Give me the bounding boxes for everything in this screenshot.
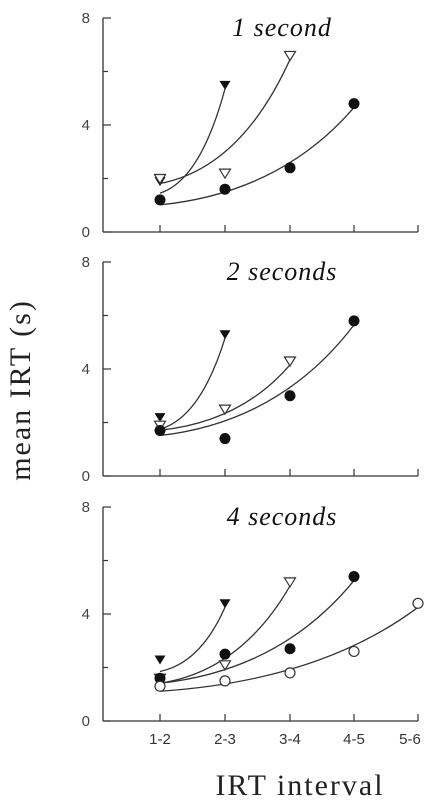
panel-3-point-open-circle xyxy=(219,675,231,687)
panel-1-point-filled-circle xyxy=(284,162,296,174)
panel-2-fit-curve-1 xyxy=(159,338,226,430)
panel-1-point-open-triangle xyxy=(153,173,167,185)
panel-1-title: 1 second xyxy=(232,13,332,42)
panel-1-point-filled-triangle xyxy=(219,80,231,90)
panel-3-point-open-circle xyxy=(348,645,360,658)
panel-2-point-filled-circle xyxy=(284,390,296,402)
panel-2-point-filled-circle xyxy=(219,433,231,445)
panel-2-point-open-triangle xyxy=(218,404,232,416)
panel-2-point-filled-triangle xyxy=(219,330,231,340)
panel-1-fit-curve-2 xyxy=(159,59,291,185)
panel-3-fit-curve-1 xyxy=(159,607,226,673)
panel-2-point-open-triangle xyxy=(283,356,297,368)
panel-3-y-tick-label: 4 xyxy=(82,606,90,623)
panel-2-point-filled-circle xyxy=(348,315,360,327)
panel-2-fit-curve-3 xyxy=(159,324,355,437)
panel-2-y-tick-label: 4 xyxy=(82,361,90,378)
x-tick-label: 5-6 xyxy=(399,731,421,748)
panel-1-y-tick-label: 8 xyxy=(82,10,90,27)
panel-1-point-filled-circle xyxy=(154,194,166,206)
panel-3-point-filled-triangle xyxy=(154,655,166,665)
panel-2-point-filled-triangle xyxy=(154,413,166,423)
panel-3-point-filled-circle xyxy=(154,672,166,684)
panel-3-point-open-circle xyxy=(284,667,296,679)
panel-1-fit-curve-3 xyxy=(159,107,355,206)
panel-2-fit-curve-2 xyxy=(159,364,291,431)
panel-1-y-tick-label: 4 xyxy=(82,117,90,134)
x-tick-label: 4-5 xyxy=(343,731,365,748)
panel-1-point-filled-circle xyxy=(219,183,231,195)
panel-3-point-filled-circle xyxy=(348,571,360,583)
x-axis-title: IRT interval xyxy=(215,769,384,802)
panel-3-y-tick-label: 8 xyxy=(82,499,90,516)
panel-3-title: 4 seconds xyxy=(227,502,338,531)
panel-3-point-open-circle xyxy=(412,597,424,609)
panel-1-y-tick-label: 0 xyxy=(82,224,90,241)
x-tick-label: 1-2 xyxy=(149,731,171,748)
panel-2-y-tick-label: 8 xyxy=(82,254,90,271)
panel-3-point-open-triangle xyxy=(283,577,297,589)
panel-3-fit-curve-4 xyxy=(159,606,419,692)
panel-2-point-filled-circle xyxy=(154,425,166,437)
panel-3-fit-curve-3 xyxy=(159,580,355,684)
panel-1-point-filled-circle xyxy=(348,98,360,110)
x-tick-label: 2-3 xyxy=(214,731,236,748)
panel-1-point-open-triangle xyxy=(283,50,297,62)
panel-3-point-filled-triangle xyxy=(219,599,231,609)
panel-3-y-tick-label: 0 xyxy=(82,713,90,730)
chart-panels: 0 4 8 1 second 0 4 8 2 seconds 0 4 8 4 seconds 1-2 2-… xyxy=(82,10,424,748)
panel-1-point-open-triangle xyxy=(218,168,232,180)
panel-3-point-open-circle xyxy=(154,680,166,692)
panel-3-point-filled-circle xyxy=(219,648,231,660)
panel-3-point-filled-circle xyxy=(284,643,296,655)
panel-2-title: 2 seconds xyxy=(227,257,338,286)
panel-1-fit-curve-1 xyxy=(159,88,226,194)
panel-3-fit-curve-2 xyxy=(159,585,291,684)
x-tick-label: 3-4 xyxy=(279,731,301,748)
y-axis-title: mean IRT (s) xyxy=(4,299,37,481)
panel-3-point-open-triangle xyxy=(218,660,232,671)
panel-2-y-tick-label: 0 xyxy=(82,468,90,485)
